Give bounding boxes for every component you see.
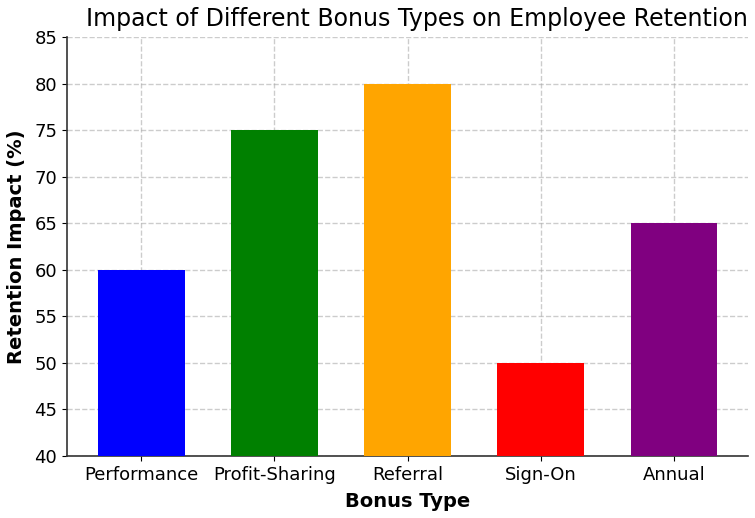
Text: Impact of Different Bonus Types on Employee Retention: Impact of Different Bonus Types on Emplo… xyxy=(86,7,748,31)
Bar xyxy=(364,83,451,518)
X-axis label: Bonus Type: Bonus Type xyxy=(345,492,470,511)
Bar xyxy=(498,363,584,518)
Bar xyxy=(630,223,717,518)
Bar xyxy=(98,270,184,518)
Bar xyxy=(231,130,318,518)
Y-axis label: Retention Impact (%): Retention Impact (%) xyxy=(7,130,26,364)
